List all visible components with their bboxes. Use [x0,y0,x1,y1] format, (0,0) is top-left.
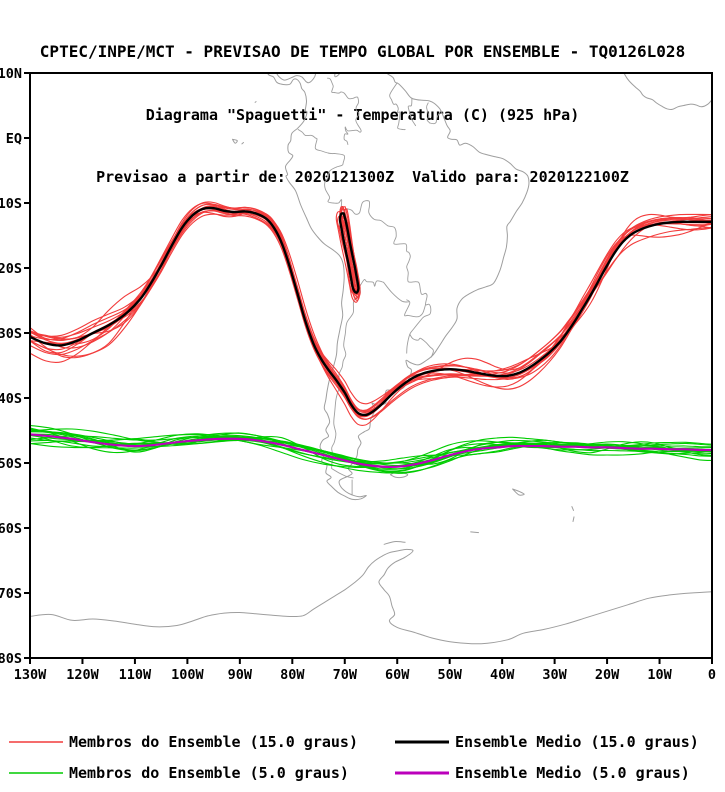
y-axis-tick-label: 20S [0,261,22,277]
ensemble-mean [30,433,712,469]
ensemble-member [30,211,712,426]
country-border [297,129,432,354]
coastline [254,101,257,103]
coastline [470,531,479,534]
coastline [232,138,238,144]
country-border [389,82,406,131]
x-axis-tick-label: 60W [385,667,410,683]
country-border [409,333,434,358]
y-axis-tick-label: 60S [0,521,22,537]
legend-item-members-15: Membros do Ensemble (15.0 graus) [8,733,394,751]
x-axis-tick-label: 120W [66,667,99,683]
coastline [30,548,712,645]
country-border [429,110,442,125]
country-border [404,299,427,318]
x-axis-tick-label: 100W [171,667,204,683]
country-border [407,98,417,127]
y-axis-tick-label: EQ [6,131,22,147]
magenta-line-sample-icon [395,771,449,774]
legend-item-mean-15: Ensemble Medio (15.0 graus) [394,733,699,751]
legend-item-mean-5: Ensemble Medio (5.0 graus) [394,764,690,782]
legend-label: Ensemble Medio (15.0 graus) [455,732,699,751]
x-axis-tick-label: 40W [490,667,515,683]
y-axis-tick-label: 30S [0,326,22,342]
map-area [30,73,712,645]
x-axis-tick-label: 130W [14,667,47,683]
x-axis-tick-label: 90W [228,667,253,683]
y-axis-tick-label: 10S [0,196,22,212]
ensemble-member [30,433,712,465]
x-axis-tick-label: 110W [119,667,152,683]
legend-row-1: Membros do Ensemble (15.0 graus) Ensembl… [8,726,720,757]
legend-item-members-5: Membros do Ensemble (5.0 graus) [8,764,394,782]
country-border [426,102,431,124]
black-line-sample-icon [395,740,449,743]
ensemble-member-contour [341,215,360,287]
title-line-1: CPTEC/INPE/MCT - PREVISAO DE TEMPO GLOBA… [39,42,686,61]
country-border [359,279,385,288]
coastline [571,506,574,511]
y-axis-tick-label: 80S [0,651,22,667]
chart-header: CPTEC/INPE/MCT - PREVISAO DE TEMPO GLOBA… [0,4,725,224]
legend-label: Ensemble Medio (5.0 graus) [455,763,690,782]
y-axis-tick-label: 40S [0,391,22,407]
x-axis-tick-label: 80W [280,667,305,683]
title-line-3: Previsao a partir de: 2020121300Z Valido… [96,168,629,186]
legend-label: Membros do Ensemble (5.0 graus) [69,763,349,782]
coastline [267,73,530,501]
coastline [241,142,244,145]
y-axis-tick-label: 10N [0,68,22,82]
coastline [623,73,712,111]
legend-row-2: Membros do Ensemble (5.0 graus) Ensemble… [8,757,720,788]
y-axis-tick-label: 70S [0,586,22,602]
ensemble-member [30,433,712,463]
x-axis-tick-label: 0 [708,667,716,683]
ensemble-member [30,427,712,473]
spaghetti-map: 130W 120W 110W 100W 90W 80W 70W 60W 50W 40W 30W 20W… [0,68,716,683]
legend: Membros do Ensemble (15.0 graus) Ensembl… [8,726,720,788]
coastline [572,516,575,522]
x-axis-tick-label: 30W [542,667,567,683]
legend-label: Membros do Ensemble (15.0 graus) [69,732,358,751]
red-line-sample-icon [9,740,63,743]
x-axis-tick-label: 20W [595,667,620,683]
ensemble-mean [30,206,712,417]
coastline [512,488,525,496]
title-line-2: Diagrama "Spaguetti" - Temperatura (C) (… [145,106,580,124]
coastline [383,541,406,545]
country-border [327,77,362,145]
ensemble-mean-contour [338,212,360,294]
x-axis-tick-label: 50W [437,667,462,683]
x-axis-tick-label: 70W [333,667,358,683]
country-border [383,281,410,303]
plot-frame [29,72,713,659]
ensemble-member [30,201,712,411]
y-axis-tick-label: 50S [0,456,22,472]
green-line-sample-icon [9,771,63,774]
x-axis-tick-label: 10W [647,667,672,683]
